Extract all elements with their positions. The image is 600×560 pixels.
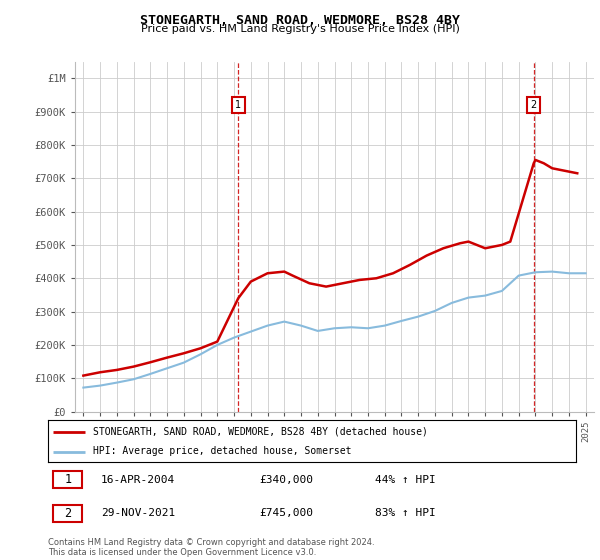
Text: STONEGARTH, SAND ROAD, WEDMORE, BS28 4BY (detached house): STONEGARTH, SAND ROAD, WEDMORE, BS28 4BY… [93,427,428,437]
Text: 2: 2 [530,100,537,110]
Text: Contains HM Land Registry data © Crown copyright and database right 2024.
This d: Contains HM Land Registry data © Crown c… [48,538,374,557]
Text: 2: 2 [64,507,71,520]
Text: £745,000: £745,000 [259,508,313,518]
Text: 1: 1 [64,473,71,486]
Text: 83% ↑ HPI: 83% ↑ HPI [376,508,436,518]
Text: 44% ↑ HPI: 44% ↑ HPI [376,475,436,484]
Text: HPI: Average price, detached house, Somerset: HPI: Average price, detached house, Some… [93,446,352,456]
Text: 29-NOV-2021: 29-NOV-2021 [101,508,175,518]
Text: Price paid vs. HM Land Registry's House Price Index (HPI): Price paid vs. HM Land Registry's House … [140,24,460,34]
Text: 1: 1 [235,100,241,110]
Text: £340,000: £340,000 [259,475,313,484]
Text: 16-APR-2004: 16-APR-2004 [101,475,175,484]
FancyBboxPatch shape [53,471,82,488]
FancyBboxPatch shape [53,505,82,522]
Text: STONEGARTH, SAND ROAD, WEDMORE, BS28 4BY: STONEGARTH, SAND ROAD, WEDMORE, BS28 4BY [140,14,460,27]
